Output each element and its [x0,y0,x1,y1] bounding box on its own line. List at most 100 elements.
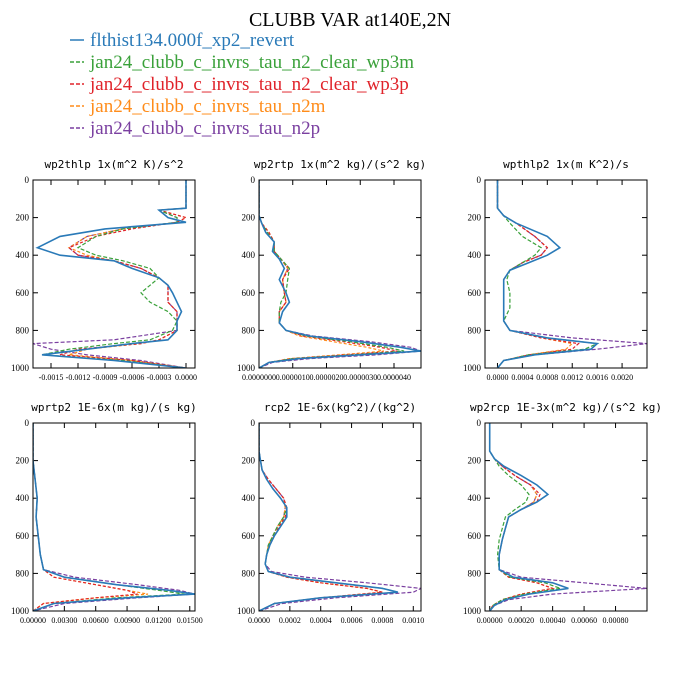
y-tick-label: 1000 [463,363,482,373]
y-tick-label: 1000 [463,606,482,616]
y-tick-label: 0 [251,175,256,185]
x-tick-label: 0.0000010 [276,373,310,382]
x-tick-label: 0.00060 [571,616,597,625]
series-group [488,423,647,611]
plot-frame [258,179,422,369]
series-line-jan24-clubb-c-invrs-tau-n2p [489,423,647,611]
y-tick-label: 200 [242,456,256,466]
x-tick-label: 0.0004 [310,616,332,625]
x-tick-label: 0.01500 [177,616,203,625]
y-tick-label: 1000 [11,606,30,616]
x-tick-label: 0.0016 [586,373,608,382]
x-tick-label: 0.0004 [511,373,533,382]
y-tick-label: 0 [477,175,482,185]
y-tick-label: 400 [468,250,482,260]
x-tick-label: 0.00300 [51,616,77,625]
x-tick-label: 0.0008 [536,373,558,382]
y-tick-label: 800 [16,568,30,578]
y-tick-label: 400 [468,493,482,503]
x-tick-label: 0.0000 [486,373,508,382]
legend: flthist134.000f_xp2_revertjan24_clubb_c_… [70,30,414,139]
series-group [259,423,421,611]
series-line-jan24-clubb-c-invrs-tau-n2-clear-wp3m [489,423,561,611]
chart-panel: wp2rtp 1x(m^2 kg)/(s^2 kg) 0 200 400 600 800 1… [237,158,426,382]
chart-panel: wp2thlp 1x(m^2 K)/s^2 0 200 400 600 800 1000 -0… [11,158,197,382]
plot-frame [484,422,648,612]
series-line-flthist134-000f-xp2-revert [496,180,600,368]
x-tick-label: 0.0006 [341,616,363,625]
series-group [259,180,421,368]
y-tick-label: 0 [477,418,482,428]
x-tick-label: 0.00020 [508,616,534,625]
x-tick-label: -0.0006 [120,373,145,382]
y-tick-label: 400 [16,250,30,260]
series-line-flthist134-000f-xp2-revert [259,180,421,368]
series-line-jan24-clubb-c-invrs-tau-n2m [489,423,555,611]
chart-panel: rcp2 1E-6x(kg^2)/(kg^2) 0 200 400 600 800 1000… [237,401,424,625]
y-tick-label: 200 [16,213,30,223]
y-tick-label: 0 [25,175,30,185]
plot-frame [484,179,648,369]
x-tick-label: 0.00900 [114,616,140,625]
x-tick-label: 0.0012 [561,373,583,382]
y-tick-label: 600 [242,288,256,298]
x-tick-label: 0.01200 [145,616,171,625]
x-tick-label: 0.0008 [371,616,393,625]
series-line-jan24-clubb-c-invrs-tau-n2-clear-wp3m [259,423,399,611]
series-line-flthist134-000f-xp2-revert [33,423,195,611]
series-line-jan24-clubb-c-invrs-tau-n2-clear-wp3p [489,423,555,611]
x-tick-label: -0.0012 [66,373,91,382]
y-tick-label: 600 [468,288,482,298]
x-tick-label: 0.00600 [83,616,109,625]
y-tick-label: 800 [468,325,482,335]
y-tick-label: 600 [242,531,256,541]
x-tick-label: 0.0000040 [377,373,411,382]
series-line-jan24-clubb-c-invrs-tau-n2m [33,423,149,611]
y-tick-label: 200 [468,456,482,466]
y-tick-label: 1000 [237,363,256,373]
series-line-jan24-clubb-c-invrs-tau-n2-clear-wp3p [33,423,138,611]
x-tick-label: 0.0002 [279,616,301,625]
panel-title: wp2thlp 1x(m^2 K)/s^2 [44,158,183,171]
series-line-jan24-clubb-c-invrs-tau-n2-clear-wp3p [259,180,398,368]
figure-title: CLUBB VAR at140E,2N [249,9,451,31]
series-group [33,423,195,611]
chart-panel: wp2rcp 1E-3x(m^2 kg)/(s^2 kg) 0 200 400 600 8… [463,401,662,625]
legend-entry: jan24_clubb_c_invrs_tau_n2p [89,118,320,139]
panels: wp2thlp 1x(m^2 K)/s^2 0 200 400 600 800 1000 -0… [11,158,662,625]
x-tick-label: 0.00080 [603,616,629,625]
panel-title: wp2rtp 1x(m^2 kg)/(s^2 kg) [254,158,426,171]
panel-title: rcp2 1E-6x(kg^2)/(kg^2) [264,401,416,414]
plot-frame [258,422,422,612]
y-tick-label: 600 [16,531,30,541]
series-line-jan24-clubb-c-invrs-tau-n2m [259,180,385,368]
series-line-jan24-clubb-c-invrs-tau-n2-clear-wp3m [496,180,600,368]
x-tick-label: 0.0000020 [310,373,344,382]
panel-title: wpthlp2 1x(m K^2)/s [503,158,629,171]
x-tick-label: 0.00040 [540,616,566,625]
y-tick-label: 400 [16,493,30,503]
series-line-jan24-clubb-c-invrs-tau-n2p [496,180,647,368]
y-tick-label: 800 [468,568,482,578]
y-tick-label: 600 [468,531,482,541]
legend-entry: jan24_clubb_c_invrs_tau_n2_clear_wp3p [89,74,409,95]
chart-panel: wpthlp2 1x(m K^2)/s 0 200 400 600 800 1000 0.00… [463,158,648,382]
series-line-jan24-clubb-c-invrs-tau-n2-clear-wp3p [496,180,580,368]
legend-entry: jan24_clubb_c_invrs_tau_n2m [89,96,326,117]
chart-panel: wprtp2 1E-6x(m kg)/(s kg)0 200 400 600 800 10… [11,401,203,625]
panel-title: wp2rcp 1E-3x(m^2 kg)/(s^2 kg) [470,401,662,414]
x-tick-label: 0.0000 [248,616,270,625]
x-tick-label: -0.0003 [147,373,172,382]
plot-frame [32,422,196,612]
y-tick-label: 0 [251,418,256,428]
x-tick-label: 0.00000 [20,616,46,625]
legend-entry: jan24_clubb_c_invrs_tau_n2_clear_wp3m [89,52,414,73]
y-tick-label: 1000 [11,363,30,373]
x-tick-label: -0.0015 [39,373,64,382]
x-tick-label: 0.0020 [611,373,633,382]
y-tick-label: 200 [16,456,30,466]
y-tick-label: 600 [16,288,30,298]
x-tick-label: 0.0000030 [343,373,377,382]
series-line-flthist134-000f-xp2-revert [35,180,187,368]
